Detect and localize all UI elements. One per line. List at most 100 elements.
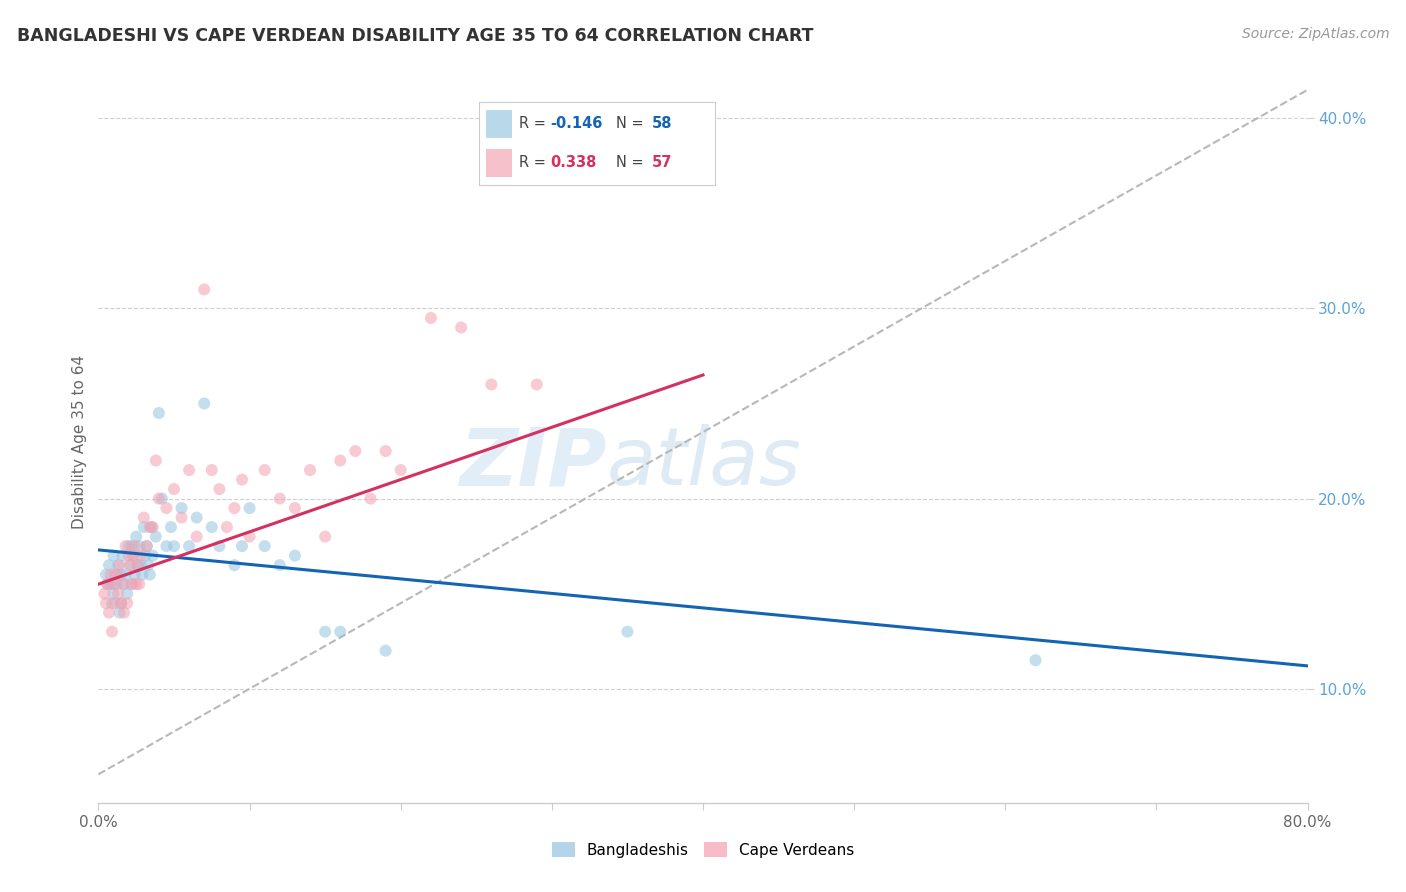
Point (132, 510, 155, 524)
Text: atlas: atlas (606, 425, 801, 502)
Point (100, 577, 122, 591)
Point (224, 558, 246, 573)
Point (201, 520, 224, 534)
Point (112, 606, 135, 620)
Point (145, 530, 167, 544)
Point (107, 558, 129, 573)
Point (122, 549, 145, 563)
Point (134, 549, 156, 563)
Point (142, 520, 165, 534)
Point (98, 558, 121, 573)
Point (118, 549, 141, 563)
Text: BANGLADESHI VS CAPE VERDEAN DISABILITY AGE 35 TO 64 CORRELATION CHART: BANGLADESHI VS CAPE VERDEAN DISABILITY A… (17, 27, 814, 45)
Point (374, 444, 396, 458)
Point (120, 558, 142, 573)
Point (139, 520, 162, 534)
Point (121, 577, 143, 591)
Point (170, 501, 193, 516)
Point (163, 482, 186, 496)
Point (115, 587, 138, 601)
Point (104, 567, 127, 582)
Point (96, 577, 118, 591)
Point (103, 587, 125, 601)
Point (121, 577, 143, 591)
Point (110, 596, 132, 610)
Point (231, 473, 253, 487)
Point (224, 501, 246, 516)
Point (179, 539, 201, 553)
Point (420, 310, 443, 325)
Point (129, 549, 152, 563)
Point (103, 549, 125, 563)
Point (129, 558, 152, 573)
Point (93, 587, 115, 601)
Point (148, 491, 170, 506)
Point (125, 530, 148, 544)
Point (107, 587, 129, 601)
Point (148, 406, 170, 420)
Point (110, 567, 132, 582)
Point (284, 549, 307, 563)
Point (253, 539, 276, 553)
Point (215, 520, 238, 534)
Point (114, 539, 136, 553)
Point (208, 482, 231, 496)
Point (110, 596, 132, 610)
Point (125, 577, 148, 591)
Point (122, 549, 145, 563)
Point (132, 520, 155, 534)
Point (136, 558, 159, 573)
Point (314, 624, 336, 639)
Point (104, 596, 127, 610)
Point (141, 520, 163, 534)
Point (120, 558, 142, 573)
Point (111, 549, 134, 563)
Point (155, 539, 177, 553)
Point (128, 577, 150, 591)
Point (128, 539, 150, 553)
Legend: Bangladeshis, Cape Verdeans: Bangladeshis, Cape Verdeans (546, 836, 860, 863)
Point (253, 463, 276, 477)
Point (208, 539, 231, 553)
Point (1024, 653, 1046, 667)
Point (114, 567, 136, 582)
Point (160, 520, 183, 534)
Point (201, 463, 224, 477)
Point (103, 577, 125, 591)
Point (344, 444, 367, 458)
Point (135, 539, 157, 553)
Point (131, 567, 153, 582)
Point (121, 539, 143, 553)
Point (112, 577, 135, 591)
Point (481, 377, 503, 392)
Point (101, 624, 124, 639)
Text: ZIP: ZIP (458, 425, 606, 502)
Point (389, 463, 412, 477)
Point (135, 539, 157, 553)
Point (616, 624, 638, 639)
Point (118, 539, 141, 553)
Point (284, 501, 307, 516)
Point (163, 539, 186, 553)
Point (329, 453, 352, 467)
Point (98, 606, 121, 620)
Point (127, 558, 149, 573)
Point (193, 396, 215, 410)
Point (94, 567, 117, 582)
Point (314, 530, 336, 544)
Point (139, 567, 162, 582)
Point (108, 558, 131, 573)
Point (94, 596, 117, 610)
Point (105, 577, 128, 591)
Y-axis label: Disability Age 35 to 64: Disability Age 35 to 64 (72, 354, 87, 529)
Point (526, 377, 548, 392)
Point (299, 463, 322, 477)
Point (155, 501, 177, 516)
Point (127, 558, 149, 573)
Point (179, 463, 201, 477)
Point (239, 501, 262, 516)
Point (239, 530, 262, 544)
Point (329, 624, 352, 639)
Point (269, 558, 291, 573)
Point (101, 596, 124, 610)
